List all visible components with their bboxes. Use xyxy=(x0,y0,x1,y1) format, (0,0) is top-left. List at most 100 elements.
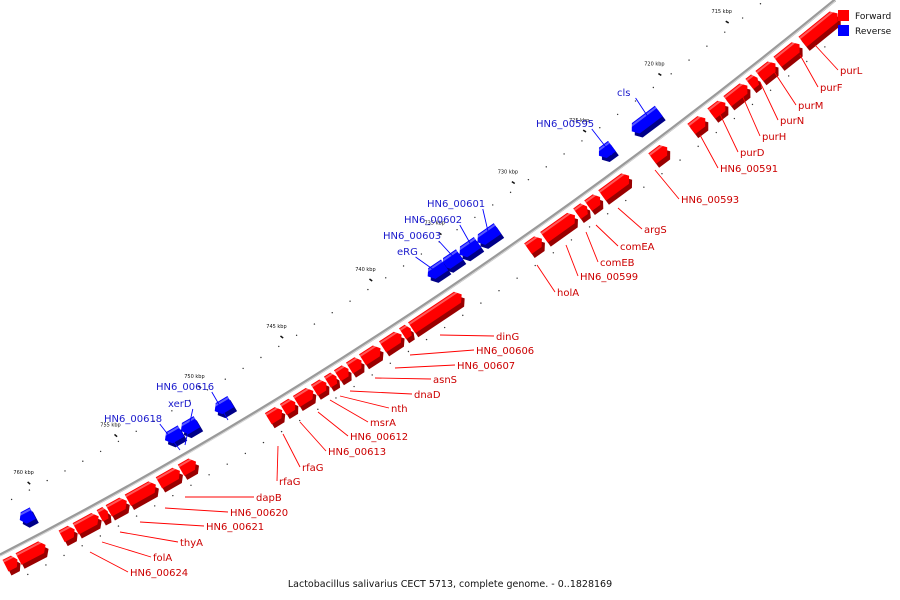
scale-dot xyxy=(206,389,209,391)
scale-dots xyxy=(10,3,844,576)
forward-gene-label: comEB xyxy=(600,258,635,269)
forward-gene-label: HN6_00612 xyxy=(350,432,408,443)
genome-caption: Lactobacillus salivarius CECT 5713, comp… xyxy=(288,579,612,590)
leader-line xyxy=(211,391,229,421)
scale-dot xyxy=(371,374,373,376)
scale-dot xyxy=(643,186,645,188)
scale-dot xyxy=(516,277,518,279)
scale-dot xyxy=(154,505,156,507)
leader-line xyxy=(276,445,279,482)
scale-dot xyxy=(172,494,174,497)
reverse-gene-label: HN6_00603 xyxy=(383,231,441,242)
scale-dot xyxy=(456,229,458,231)
forward-gene xyxy=(177,456,200,480)
scale-dot xyxy=(670,73,672,75)
forward-gene xyxy=(323,371,341,392)
leader-line xyxy=(349,390,413,395)
tick-label: 760 kbp xyxy=(13,470,33,476)
scale-dot xyxy=(552,252,555,254)
reverse-gene xyxy=(456,236,485,262)
tick-mark xyxy=(27,481,31,485)
genome-backbone-inner xyxy=(0,0,836,557)
gene-labels: purL purF purM purN purH purD HN6_00591 HN6_005… xyxy=(104,66,863,579)
forward-gene-label: rfaG xyxy=(279,477,301,488)
forward-gene xyxy=(72,511,102,539)
forward-gene xyxy=(379,329,405,357)
scale-dot xyxy=(492,204,494,206)
leader-line xyxy=(159,423,181,451)
tick-label: 715 kbp xyxy=(712,9,732,15)
reverse-gene-label: HN6_00595 xyxy=(536,119,594,130)
forward-gene xyxy=(345,355,365,378)
scale-dot xyxy=(480,302,482,304)
leader-line xyxy=(184,408,194,446)
tick-label: 730 kbp xyxy=(498,170,518,176)
forward-gene xyxy=(279,397,299,420)
leader-line xyxy=(101,541,152,558)
leader-line xyxy=(329,399,369,423)
forward-gene-label: HN6_00607 xyxy=(457,361,515,372)
tick-mark xyxy=(114,433,118,438)
reverse-gene-label: xerD xyxy=(168,399,192,410)
scale-dot xyxy=(599,127,601,129)
forward-gene-label: HN6_00591 xyxy=(720,164,778,175)
scale-dot xyxy=(616,113,619,116)
forward-gene-label: purM xyxy=(798,101,823,112)
scale-dot xyxy=(688,59,690,61)
scale-dot xyxy=(733,117,736,120)
leader-line xyxy=(282,433,301,468)
tick-label: 725 kbp xyxy=(569,118,589,124)
leader-line xyxy=(565,244,579,277)
label-leader-lines xyxy=(89,44,839,573)
forward-gene xyxy=(399,323,415,344)
scale-dot xyxy=(697,145,699,148)
tick-label: 735 kbp xyxy=(424,221,444,227)
genome-backbone xyxy=(0,0,837,557)
scale-dot xyxy=(385,277,387,279)
leader-line xyxy=(635,97,651,121)
forward-gene xyxy=(773,39,803,71)
scale-dot xyxy=(63,554,65,557)
forward-gene-label: HN6_00593 xyxy=(681,195,739,206)
reverse-gene xyxy=(628,105,666,138)
forward-gene xyxy=(310,378,330,400)
tick-label: 755 kbp xyxy=(100,422,120,428)
forward-gene xyxy=(573,202,591,223)
forward-gene-label: nth xyxy=(391,404,408,415)
scale-dot xyxy=(262,441,265,444)
scale-dot xyxy=(581,140,583,142)
forward-gene xyxy=(15,539,49,569)
leader-line xyxy=(409,349,475,356)
scale-dot xyxy=(153,420,155,422)
scale-dot xyxy=(117,440,120,443)
reverse-gene-label: HN6_00601 xyxy=(427,199,485,210)
scale-dot xyxy=(226,463,228,465)
scale-dot xyxy=(171,410,173,412)
reverse-gene xyxy=(211,396,238,419)
scale-dot xyxy=(741,17,744,19)
forward-gene-label: comEA xyxy=(620,242,655,253)
forward-gene xyxy=(598,171,633,205)
scale-dot xyxy=(806,60,808,63)
scale-dot xyxy=(27,573,29,576)
scale-dot xyxy=(99,535,102,537)
reverse-gene xyxy=(439,249,467,273)
scale-dot xyxy=(10,498,13,501)
scale-dot xyxy=(407,350,410,353)
scale-dot xyxy=(260,356,262,359)
legend-label-reverse: Reverse xyxy=(855,27,892,37)
forward-gene-label: HN6_00621 xyxy=(206,522,264,533)
reverse-gene xyxy=(474,223,505,249)
scale-dot xyxy=(498,289,500,292)
scale-dot xyxy=(353,385,355,388)
forward-gene xyxy=(540,210,578,247)
reverse-gene xyxy=(424,259,452,283)
forward-gene-label: HN6_00613 xyxy=(328,447,386,458)
scale-dot xyxy=(724,31,726,33)
forward-gene xyxy=(264,405,286,429)
reverse-gene-label: cls xyxy=(617,88,631,99)
leader-line xyxy=(772,69,797,106)
leader-line xyxy=(617,207,643,230)
scale-dot xyxy=(28,489,31,491)
leader-line xyxy=(759,81,779,121)
